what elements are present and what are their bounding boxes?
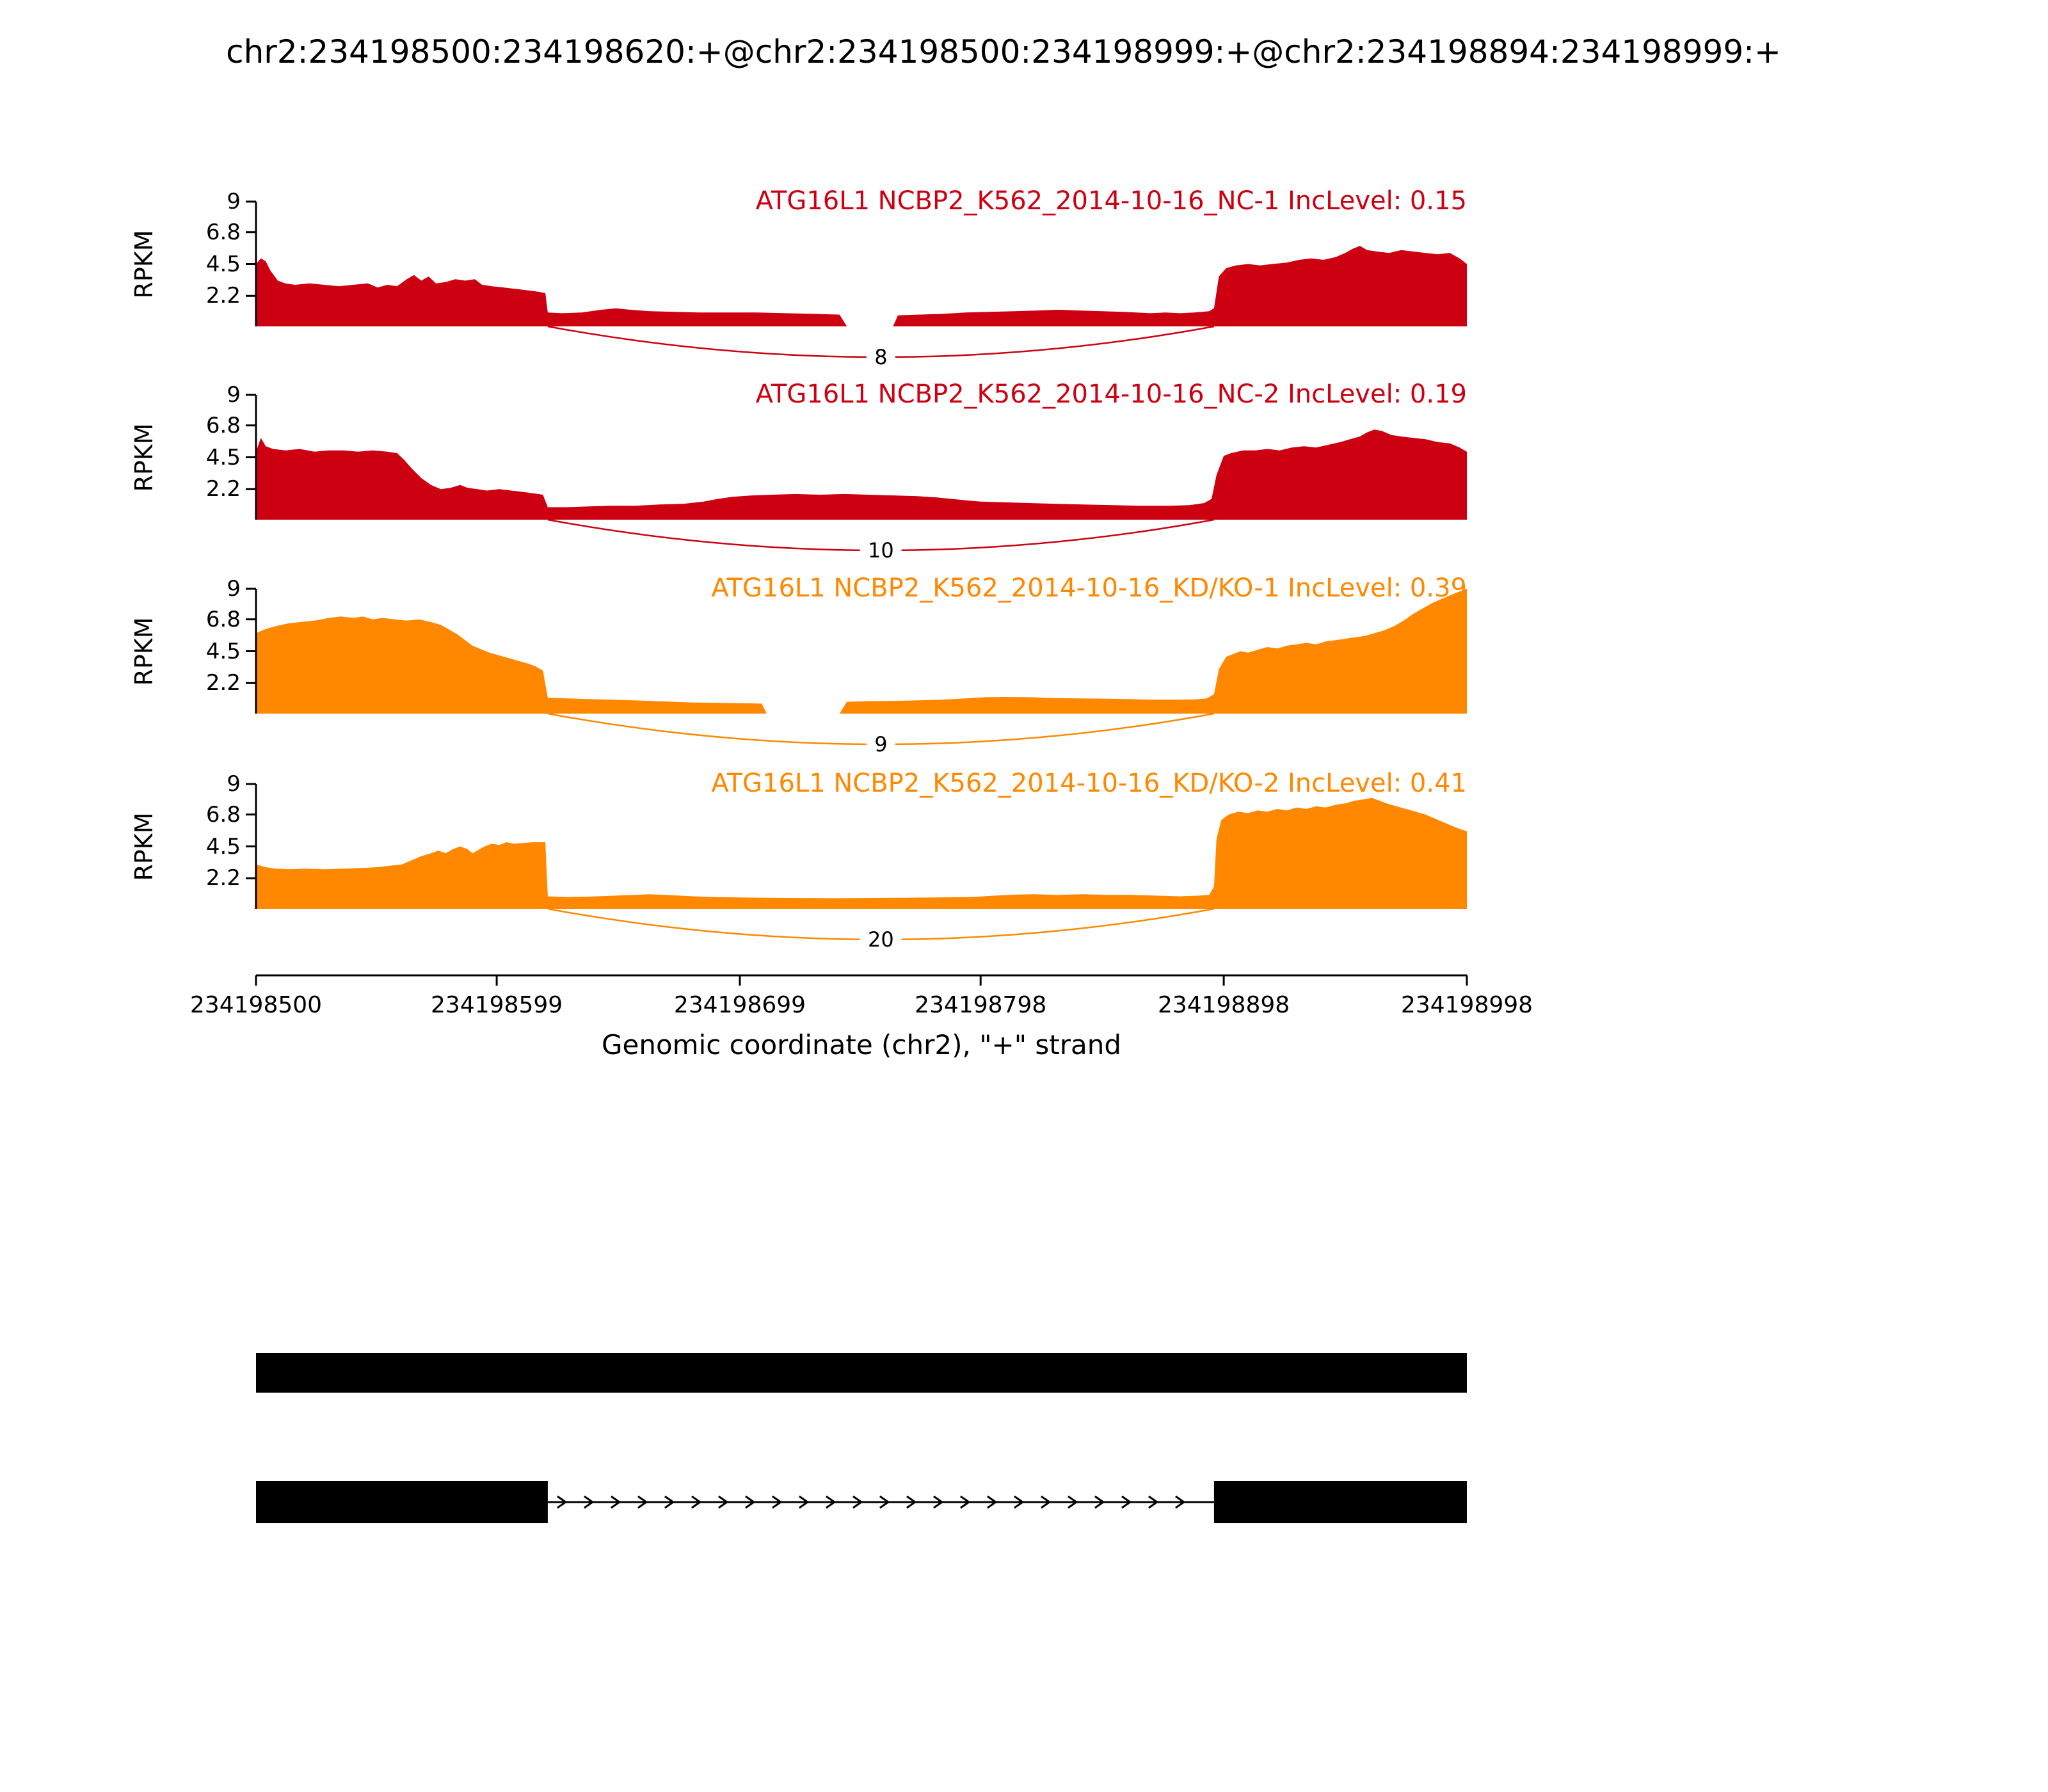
y-tick-label: 4.5 xyxy=(205,251,241,277)
isoform-2-exon-1 xyxy=(256,1481,548,1523)
x-tick-label: 234198500 xyxy=(189,992,323,1018)
track-label-kdko2: ATG16L1 NCBP2_K562_2014-10-16_KD/KO-2 In… xyxy=(711,769,1467,798)
intron-direction-arrow xyxy=(1068,1495,1078,1509)
coverage-area-2 xyxy=(256,589,1467,714)
isoform-2-exon-2 xyxy=(1213,1481,1467,1523)
intron-direction-arrow xyxy=(691,1495,702,1509)
y-tick-label: 9 xyxy=(227,576,241,602)
x-axis-title: Genomic coordinate (chr2), "+" strand xyxy=(601,1029,1122,1060)
intron-direction-arrow xyxy=(718,1495,729,1509)
intron-direction-arrow xyxy=(826,1495,836,1509)
track-label-kdko1: ATG16L1 NCBP2_K562_2014-10-16_KD/KO-1 In… xyxy=(711,573,1467,603)
y-tick-label: 4.5 xyxy=(205,833,241,860)
y-tick-label: 2.2 xyxy=(205,670,241,696)
y-tick-label: 9 xyxy=(227,189,241,214)
y-tick-label: 6.8 xyxy=(205,219,241,245)
coverage-area-3 xyxy=(256,797,1467,909)
intron-direction-arrow xyxy=(1094,1495,1105,1509)
x-tick-label: 234198798 xyxy=(915,992,1047,1018)
y-tick-label: 6.8 xyxy=(205,801,241,828)
junction-count-nc1: 8 xyxy=(867,345,895,369)
junction-count-kdko2: 20 xyxy=(860,927,902,952)
y-tick-label: 2.2 xyxy=(205,865,241,892)
coverage-area-1 xyxy=(256,429,1467,520)
track-label-nc1: ATG16L1 NCBP2_K562_2014-10-16_NC-1 IncLe… xyxy=(755,186,1467,216)
intron-direction-arrow xyxy=(799,1495,810,1509)
y-tick-label: 4.5 xyxy=(205,444,241,470)
y-tick-label: 9 xyxy=(227,771,241,797)
track-label-nc2: ATG16L1 NCBP2_K562_2014-10-16_NC-2 IncLe… xyxy=(755,380,1467,409)
intron-direction-arrow xyxy=(1014,1495,1025,1509)
x-tick-label: 234198998 xyxy=(1400,992,1533,1018)
y-tick-label: 2.2 xyxy=(205,283,241,309)
y-tick-label: 4.5 xyxy=(205,638,241,664)
intron-direction-arrow xyxy=(772,1495,783,1509)
intron-direction-arrow xyxy=(1148,1495,1159,1509)
intron-direction-arrow xyxy=(852,1495,863,1509)
y-tick-label: 6.8 xyxy=(205,606,241,632)
y-tick-label: 9 xyxy=(227,382,241,408)
y-tick-label: 2.2 xyxy=(205,476,241,502)
intron-direction-arrow xyxy=(933,1495,944,1509)
coverage-area-0 xyxy=(256,246,1467,326)
figure-title: chr2:234198500:234198620:+@chr2:23419850… xyxy=(226,33,1781,70)
intron-direction-arrow xyxy=(1041,1495,1052,1509)
intron-direction-arrow xyxy=(960,1495,971,1509)
intron-direction-arrow xyxy=(906,1495,917,1509)
intron-direction-arrow xyxy=(745,1495,756,1509)
x-tick-label: 234198599 xyxy=(431,992,563,1018)
intron-direction-arrow xyxy=(584,1495,595,1509)
intron-direction-arrow xyxy=(611,1495,621,1509)
x-tick-label: 234198898 xyxy=(1158,992,1290,1018)
intron-direction-arrow xyxy=(1121,1495,1132,1509)
intron-direction-arrow xyxy=(664,1495,675,1509)
isoform-1-exon xyxy=(256,1353,1467,1393)
x-tick-label: 234198699 xyxy=(673,992,806,1018)
intron-direction-arrow xyxy=(557,1495,568,1509)
intron-direction-arrow xyxy=(637,1495,648,1509)
intron-direction-arrow xyxy=(879,1495,890,1509)
y-tick-label: 6.8 xyxy=(205,412,241,438)
intron-direction-arrow xyxy=(1175,1495,1186,1509)
junction-count-nc2: 10 xyxy=(860,538,902,563)
intron-direction-arrow xyxy=(987,1495,998,1509)
junction-count-kdko1: 9 xyxy=(867,732,895,756)
